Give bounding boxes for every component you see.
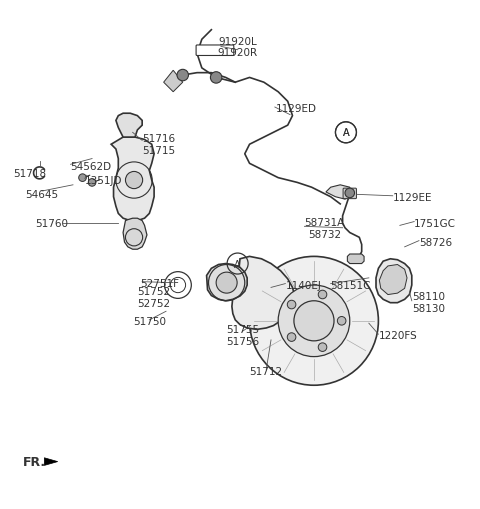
- Polygon shape: [123, 219, 147, 250]
- Polygon shape: [44, 458, 58, 466]
- Text: 1140EJ: 1140EJ: [285, 280, 321, 291]
- Text: A: A: [343, 128, 349, 138]
- Text: 1129ED: 1129ED: [276, 104, 317, 114]
- FancyBboxPatch shape: [343, 189, 357, 199]
- Text: 91920L
91920R: 91920L 91920R: [217, 37, 258, 58]
- Text: 54645: 54645: [25, 190, 59, 200]
- Circle shape: [278, 286, 350, 357]
- Circle shape: [318, 343, 327, 352]
- Circle shape: [210, 73, 222, 84]
- Text: A: A: [343, 128, 349, 138]
- Text: 58151C: 58151C: [331, 280, 371, 291]
- Circle shape: [318, 291, 327, 299]
- Circle shape: [79, 175, 86, 182]
- Text: A: A: [234, 259, 241, 269]
- Polygon shape: [116, 114, 142, 138]
- Polygon shape: [164, 71, 183, 93]
- Text: 51755
51756: 51755 51756: [226, 325, 259, 346]
- Circle shape: [177, 70, 189, 81]
- Polygon shape: [206, 264, 247, 301]
- Circle shape: [125, 172, 143, 189]
- Polygon shape: [232, 257, 295, 330]
- Polygon shape: [376, 259, 412, 303]
- Polygon shape: [111, 138, 154, 221]
- Circle shape: [288, 333, 296, 342]
- Text: 1351JD: 1351JD: [85, 176, 122, 186]
- Text: 58731A
58732: 58731A 58732: [304, 217, 345, 239]
- Text: 1129EE: 1129EE: [393, 192, 432, 203]
- Text: 1751GC: 1751GC: [414, 218, 456, 229]
- Circle shape: [288, 301, 296, 309]
- Text: 58110
58130: 58110 58130: [412, 291, 445, 313]
- FancyBboxPatch shape: [196, 46, 234, 56]
- Text: 51752
52752: 51752 52752: [137, 287, 170, 308]
- Circle shape: [294, 301, 334, 341]
- Text: 51712: 51712: [250, 366, 283, 376]
- Text: 51716
51715: 51716 51715: [142, 134, 175, 156]
- Text: 51760: 51760: [35, 218, 68, 229]
- Circle shape: [88, 179, 96, 187]
- Text: 1220FS: 1220FS: [378, 330, 417, 341]
- Polygon shape: [348, 254, 364, 264]
- Text: 52751F: 52751F: [140, 278, 179, 288]
- Polygon shape: [326, 185, 350, 200]
- Text: FR.: FR.: [23, 455, 47, 468]
- Text: 51718: 51718: [13, 168, 47, 179]
- Polygon shape: [379, 265, 407, 295]
- Text: 58726: 58726: [419, 238, 452, 247]
- Circle shape: [337, 317, 346, 325]
- Circle shape: [250, 257, 378, 385]
- Circle shape: [216, 273, 237, 294]
- Circle shape: [345, 189, 355, 199]
- Text: 51750: 51750: [133, 316, 166, 326]
- Text: 54562D: 54562D: [71, 161, 112, 172]
